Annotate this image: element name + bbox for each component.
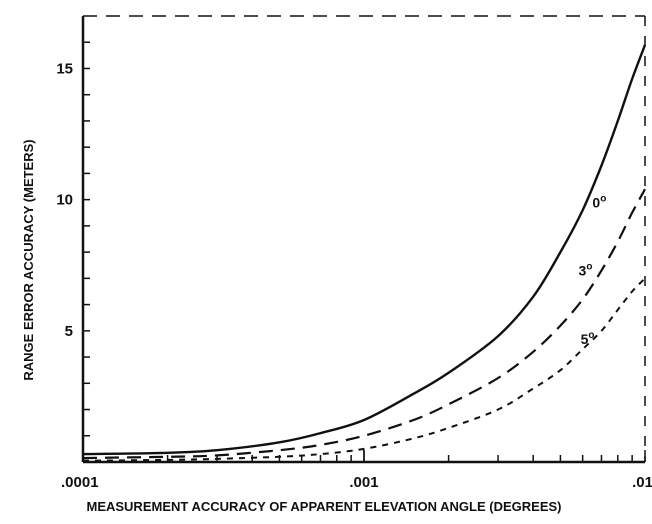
labels-layer: 0o 3o 5o bbox=[579, 194, 607, 347]
series-line bbox=[82, 44, 647, 456]
series-label: 3o bbox=[579, 262, 593, 279]
y-axis-ticks: 5 10 15 bbox=[56, 41, 90, 437]
y-tick-label: 15 bbox=[56, 60, 73, 77]
y-axis-title: RANGE ERROR ACCURACY (METERS) bbox=[21, 139, 36, 380]
x-axis-title: MEASUREMENT ACCURACY OF APPARENT ELEVATI… bbox=[86, 499, 561, 514]
series-label: 0o bbox=[592, 194, 606, 211]
y-tick-label: 10 bbox=[56, 192, 73, 209]
x-tick-label: .01 bbox=[632, 474, 652, 491]
x-tick-label: .0001 bbox=[61, 474, 99, 491]
x-tick-label: .001 bbox=[349, 474, 378, 491]
x-axis-ticks: .0001 .001 .01 bbox=[61, 450, 652, 491]
y-tick-label: 5 bbox=[65, 323, 73, 340]
series-layer bbox=[82, 44, 647, 462]
series-line bbox=[82, 188, 646, 460]
series-label: 5o bbox=[581, 330, 595, 347]
series-line bbox=[82, 277, 646, 462]
plot-frame bbox=[81, 15, 646, 464]
